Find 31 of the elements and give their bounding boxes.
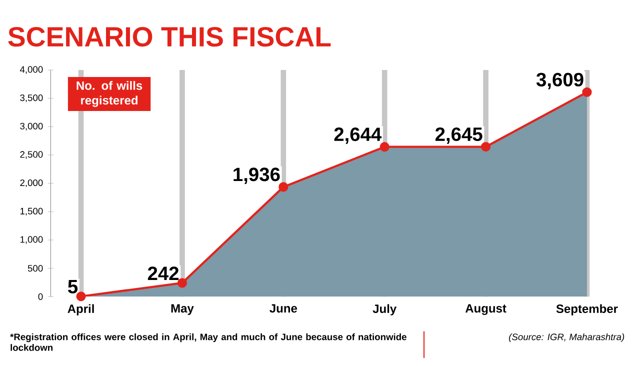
y-tick-label: 500 (28, 265, 43, 272)
text: 2,644 (334, 128, 382, 144)
text: 5 (68, 280, 78, 294)
x-tick-label: August (465, 304, 506, 316)
chart-title: SCENARIO THIS FISCAL (8, 27, 331, 47)
text: 1,936 (234, 168, 280, 184)
point (76, 292, 86, 302)
text: *Registration offices were closed in April, May and much of June because of nationwide lockdown (10, 333, 406, 351)
y-tick-label: 3,000 (20, 122, 43, 131)
text: 3,609 (536, 72, 584, 90)
point (278, 182, 288, 192)
text: 242 (148, 266, 179, 280)
x-tick-label: July (372, 304, 397, 316)
y-tick-label: 1,500 (20, 208, 43, 216)
point (177, 278, 188, 288)
point (480, 142, 491, 152)
x-tick-label: May (171, 304, 194, 315)
y-tick-label: 4,000 (20, 66, 43, 74)
point (380, 142, 390, 152)
y-tick-label: 2,000 (20, 179, 43, 188)
text: (Source: IGR, Maharashtra) (509, 333, 624, 342)
point (582, 87, 592, 97)
x-tick-label: September (556, 304, 618, 316)
x-tick-label: June (270, 304, 298, 313)
y-tick-label: 3,500 (20, 94, 43, 102)
y-tick-label: 0 (38, 293, 43, 300)
text: No. of wills registered (76, 81, 142, 107)
x-tick-label: April (68, 304, 94, 316)
y-tick-label: 1,000 (20, 236, 43, 244)
text: 2,645 (435, 127, 482, 144)
y-tick-label: 2,500 (20, 151, 43, 159)
